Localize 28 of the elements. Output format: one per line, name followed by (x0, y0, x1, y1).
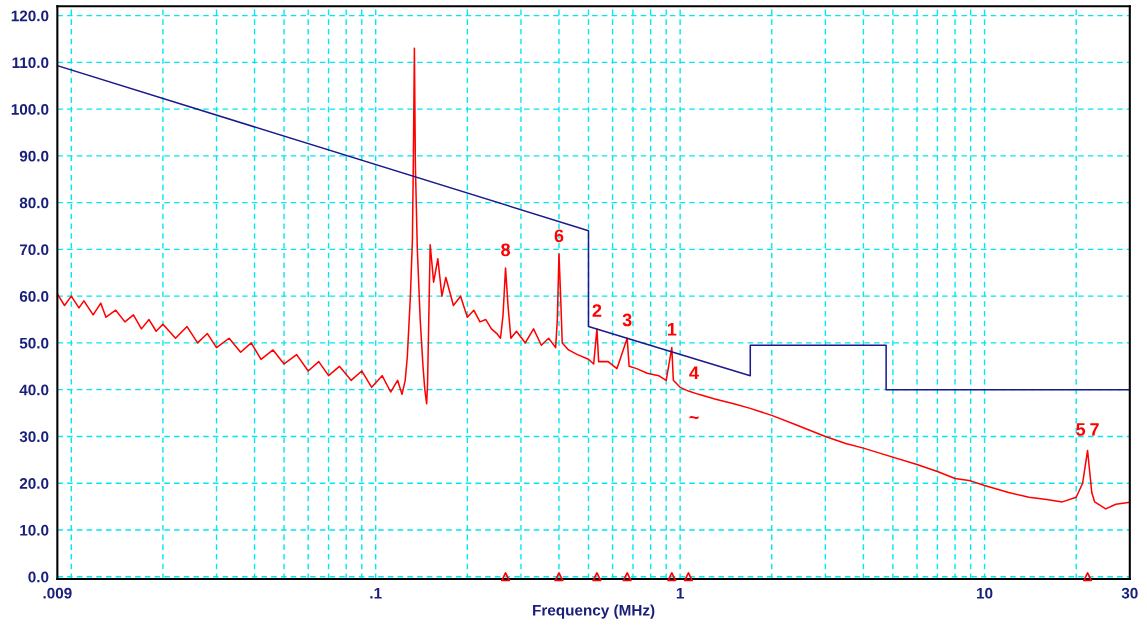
x-axis-title: Frequency (MHz) (533, 604, 655, 619)
annotation: 8 (501, 243, 511, 257)
y-tick-label: 90.0 (19, 150, 49, 162)
annotation: 1 (667, 323, 677, 336)
annotation: 7 (1090, 423, 1099, 436)
y-tick-label: 40.0 (19, 384, 49, 396)
y-tick-label: 10.0 (20, 524, 49, 536)
x-tick-label: .009 (43, 587, 72, 599)
x-tick-label: .1 (370, 587, 382, 599)
x-tick-label: 10 (977, 587, 993, 599)
y-tick-label: 30.0 (19, 431, 49, 443)
y-tick-label: 80.0 (19, 197, 49, 209)
annotation: 6 (554, 229, 564, 243)
y-tick-label: 120.0 (11, 10, 49, 22)
annotation: 5 (1076, 423, 1086, 436)
annotation: ~ (689, 416, 699, 419)
x-tick-label: 1 (676, 587, 684, 599)
annotation: 2 (592, 304, 602, 317)
y-tick-label: 100.0 (11, 104, 49, 115)
y-tick-label: 20.0 (19, 478, 49, 489)
annotation: 4 (689, 366, 699, 379)
x-tick-label: 30 (1121, 587, 1138, 599)
y-tick-label: 70.0 (19, 244, 49, 256)
y-tick-label: 50.0 (19, 337, 49, 349)
y-tick-label: 110.0 (12, 57, 49, 69)
y-tick-label: 60.0 (19, 291, 49, 302)
y-tick-label: 0.0 (28, 571, 49, 583)
annotation: 3 (622, 313, 632, 327)
